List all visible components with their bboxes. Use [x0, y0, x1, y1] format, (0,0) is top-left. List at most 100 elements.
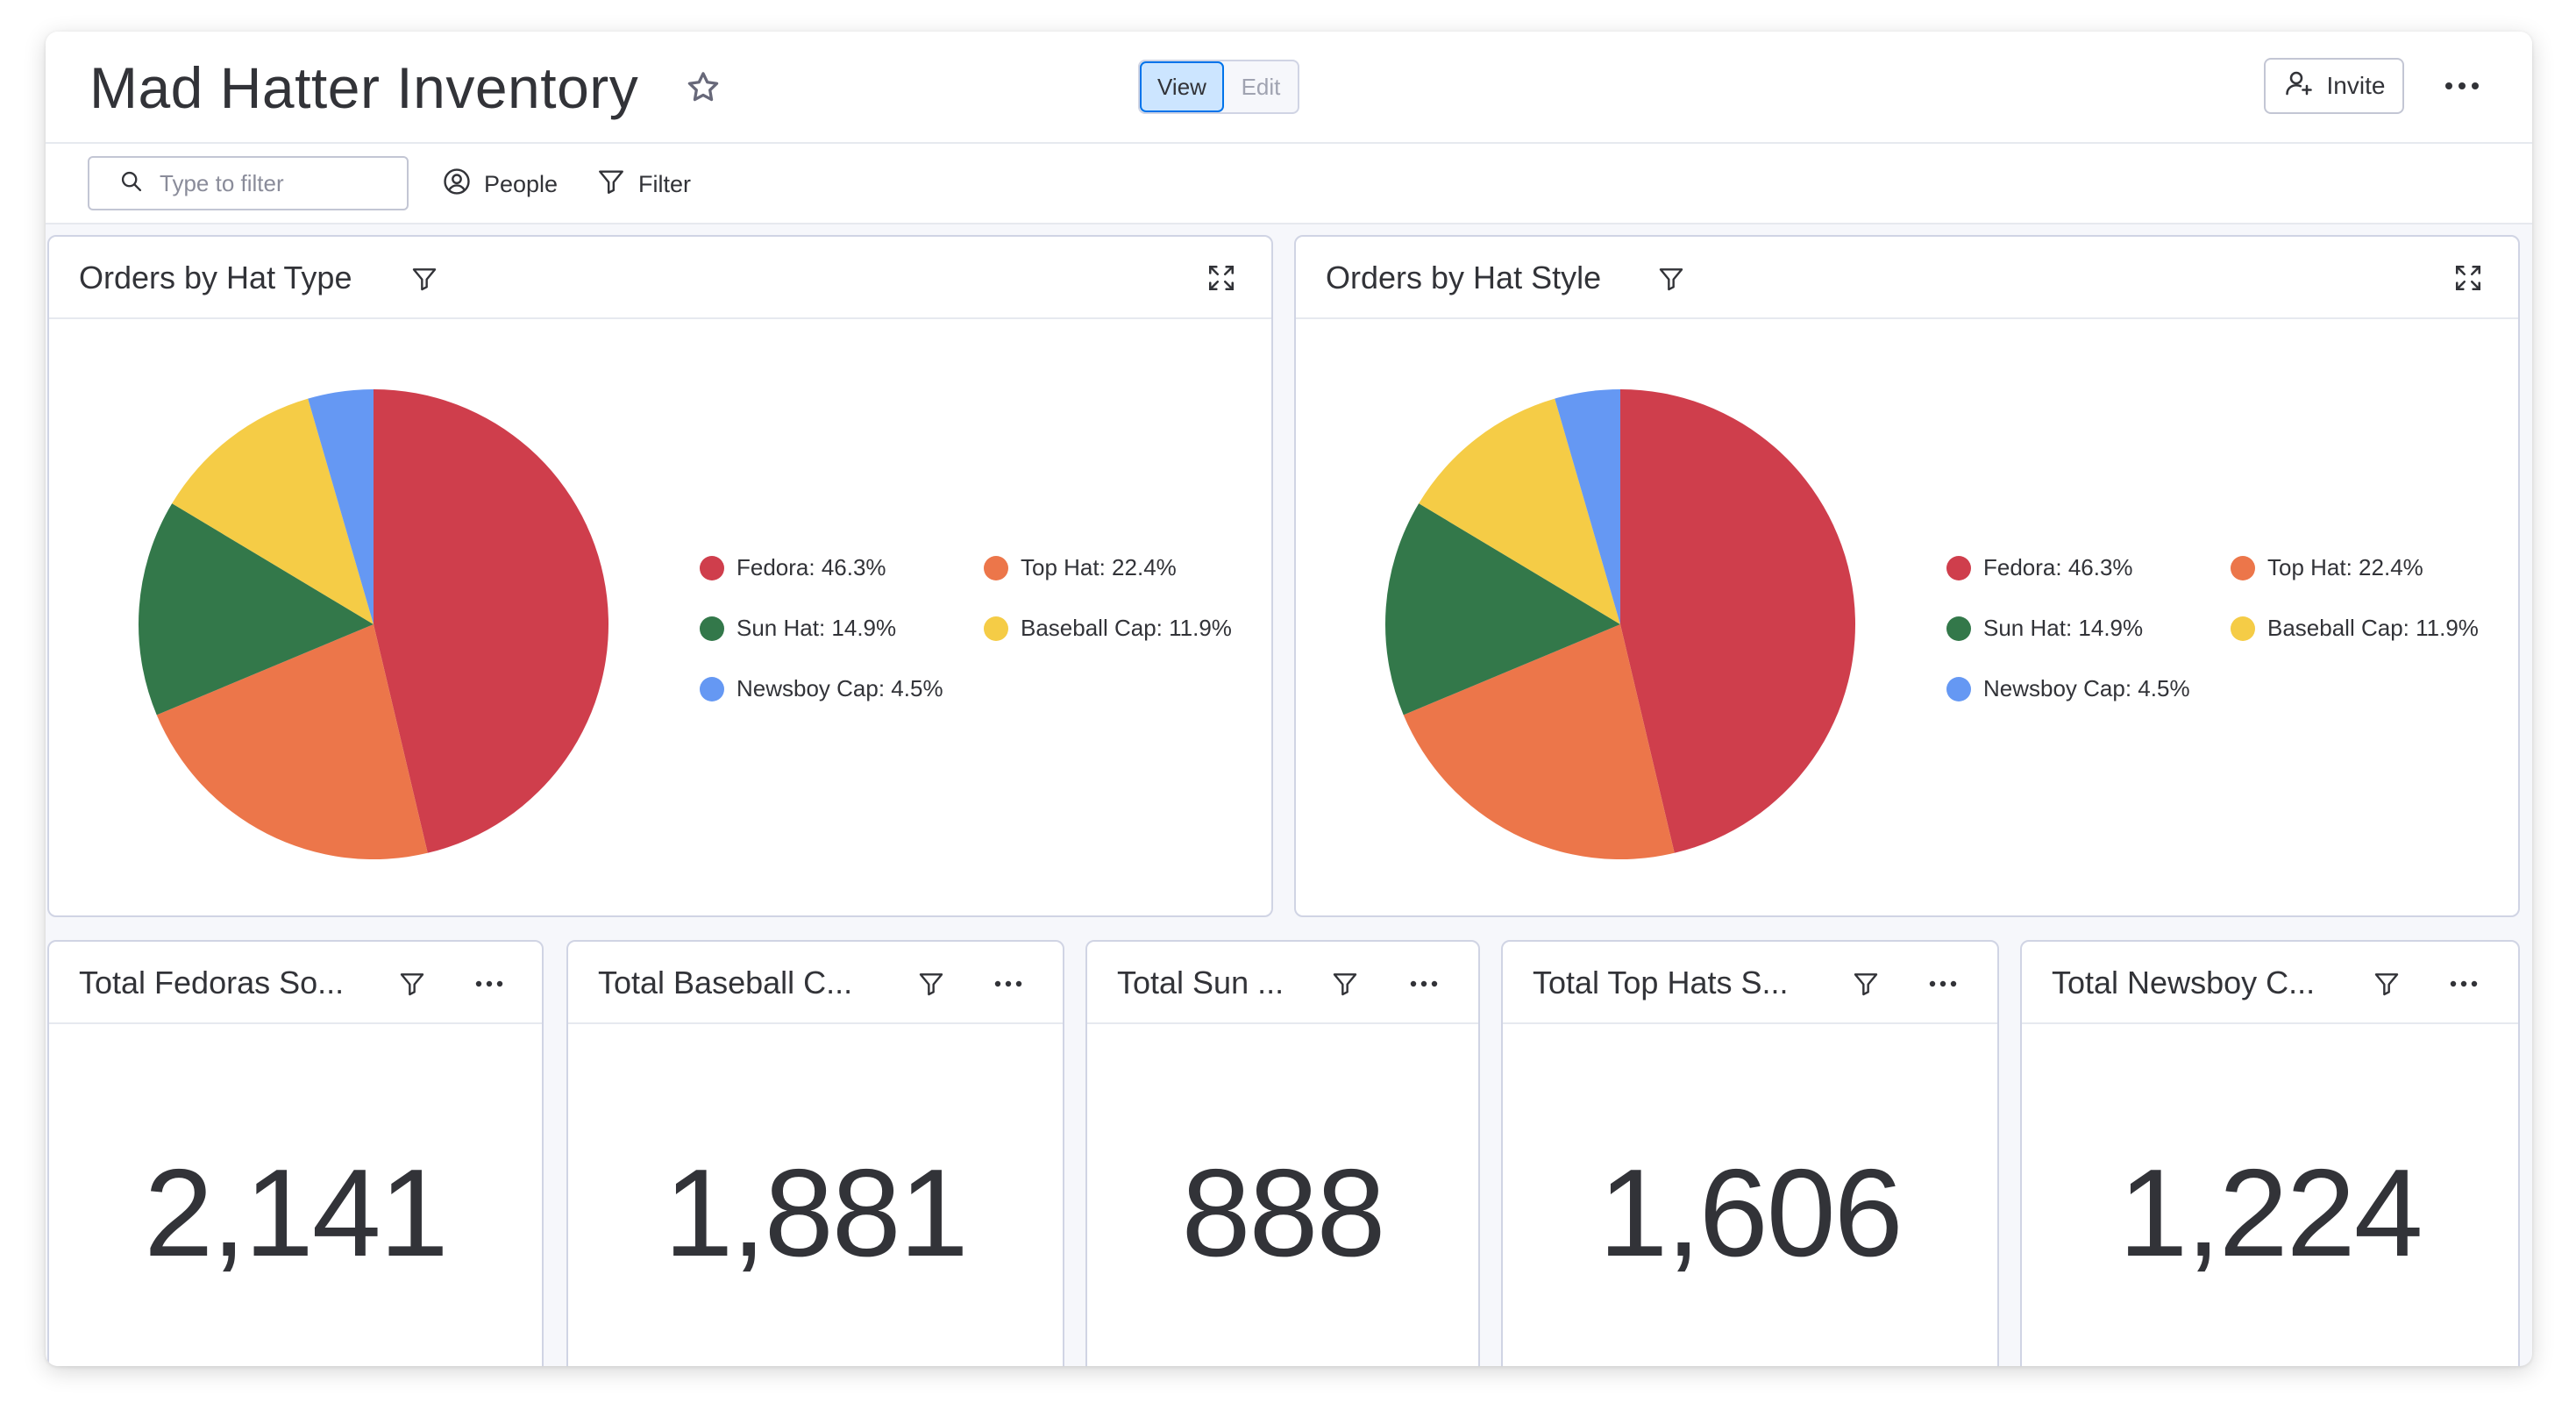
search-box — [88, 156, 409, 210]
legend-swatch — [2231, 555, 2255, 580]
pie-slice-newsboy-cap[interactable] — [1555, 389, 1620, 624]
person-icon — [442, 167, 472, 203]
view-button[interactable]: View — [1140, 61, 1224, 112]
legend-label: Baseball Cap: 11.9% — [1021, 615, 1232, 641]
number-widget: Total Top Hats S... 1,606 — [1501, 940, 1999, 1366]
pie-slice-top-hat[interactable] — [1403, 624, 1675, 859]
invite-button[interactable]: Invite — [2264, 58, 2404, 114]
search-input[interactable] — [160, 169, 370, 197]
number-widget: Total Baseball C... 1,881 — [566, 940, 1064, 1366]
legend-label: Fedora: 46.3% — [1983, 554, 2133, 580]
people-filter-button[interactable]: People — [442, 160, 558, 209]
widget-title: Total Fedoras So... — [79, 965, 345, 1000]
legend-item[interactable]: Newsboy Cap: 4.5% — [1946, 675, 2190, 702]
legend-label: Top Hat: 22.4% — [2267, 554, 2423, 580]
number-widget: Total Newsboy C... 1,224 — [2020, 940, 2520, 1366]
filter-bar: People Filter — [46, 144, 2532, 224]
legend-swatch — [1946, 676, 1971, 701]
legend-item[interactable]: Sun Hat: 14.9% — [700, 615, 896, 642]
metric-value: 1,881 — [664, 1143, 968, 1283]
legend-swatch — [700, 555, 724, 580]
pie-slice-sun-hat[interactable] — [1385, 503, 1620, 716]
pie-slice-baseball-cap[interactable] — [172, 398, 374, 624]
legend-item[interactable]: Fedora: 46.3% — [1946, 554, 2133, 581]
legend-label: Newsboy Cap: 4.5% — [1983, 675, 2190, 701]
pie-slice-top-hat[interactable] — [156, 624, 428, 859]
legend-swatch — [1946, 616, 1971, 641]
legend-label: Sun Hat: 14.9% — [1983, 615, 2144, 641]
metric-value: 888 — [1181, 1143, 1386, 1283]
legend-swatch — [2231, 616, 2255, 641]
widget-title: Total Baseball C... — [598, 965, 853, 1000]
legend-label: Top Hat: 22.4% — [1021, 554, 1177, 580]
widget-title: Orders by Hat Style — [1326, 260, 1602, 295]
pie-chart — [138, 389, 609, 859]
widget-header: Total Fedoras So... — [49, 942, 542, 1024]
legend-item[interactable]: Top Hat: 22.4% — [984, 554, 1177, 581]
filter-icon[interactable] — [2373, 970, 2401, 998]
more-options-icon[interactable] — [470, 970, 509, 998]
legend-item[interactable]: Sun Hat: 14.9% — [1946, 615, 2143, 642]
metric-value: 2,141 — [144, 1143, 448, 1283]
more-options-icon[interactable] — [2444, 970, 2483, 998]
filter-icon[interactable] — [398, 970, 426, 998]
filter-icon[interactable] — [917, 970, 945, 998]
widget-header: Total Sun ... — [1087, 942, 1478, 1024]
widget-title: Total Newsboy C... — [2052, 965, 2316, 1000]
filter-icon — [596, 167, 626, 203]
legend-label: Newsboy Cap: 4.5% — [737, 675, 943, 701]
more-options-icon[interactable] — [989, 970, 1028, 998]
add-user-icon — [2283, 68, 2315, 105]
widget-header: Total Newsboy C... — [2022, 942, 2518, 1024]
widget-header: Total Top Hats S... — [1503, 942, 1997, 1024]
metric-value: 1,224 — [2118, 1143, 2423, 1283]
legend-item[interactable]: Baseball Cap: 11.9% — [2231, 615, 2479, 642]
legend-swatch — [984, 555, 1008, 580]
pie-widget: Orders by Hat Style Fedora: 46.3% Top Hat… — [1294, 235, 2520, 917]
dashboard-board: Mad Hatter Inventory View Edit Invite — [46, 32, 2532, 1366]
legend-label: Baseball Cap: 11.9% — [2267, 615, 2479, 641]
widget-title: Total Sun ... — [1117, 965, 1284, 1000]
pie-slice-sun-hat[interactable] — [138, 503, 374, 716]
expand-icon[interactable] — [1206, 263, 1236, 293]
pie-widget: Orders by Hat Type Fedora: 46.3% Top Hat:… — [47, 235, 1273, 917]
widget-header: Orders by Hat Type — [49, 237, 1271, 319]
more-options-icon[interactable] — [2437, 67, 2487, 105]
legend-label: Sun Hat: 14.9% — [737, 615, 897, 641]
legend-item[interactable]: Top Hat: 22.4% — [2231, 554, 2423, 581]
legend-label: Fedora: 46.3% — [737, 554, 886, 580]
legend-item[interactable]: Baseball Cap: 11.9% — [984, 615, 1232, 642]
view-edit-toggle: View Edit — [1138, 60, 1299, 114]
legend-swatch — [1946, 555, 1971, 580]
more-options-icon[interactable] — [1405, 970, 1443, 998]
metric-value: 1,606 — [1598, 1143, 1903, 1283]
expand-icon[interactable] — [2453, 263, 2483, 293]
more-options-icon[interactable] — [1924, 970, 1962, 998]
number-widget: Total Sun ... 888 — [1085, 940, 1480, 1366]
pie-slice-newsboy-cap[interactable] — [308, 389, 374, 624]
legend-swatch — [984, 616, 1008, 641]
pie-slice-fedora[interactable] — [1620, 389, 1856, 853]
legend-swatch — [700, 616, 724, 641]
search-icon — [119, 169, 144, 198]
filter-icon[interactable] — [410, 265, 438, 293]
filter-icon[interactable] — [1657, 265, 1685, 293]
pie-slice-fedora[interactable] — [374, 389, 609, 853]
filter-label: Filter — [638, 170, 691, 197]
invite-label: Invite — [2326, 72, 2386, 99]
star-icon[interactable] — [684, 68, 722, 107]
widget-header: Orders by Hat Style — [1296, 237, 2518, 319]
filter-icon[interactable] — [1852, 970, 1880, 998]
filter-button[interactable]: Filter — [596, 160, 691, 209]
widget-title: Total Top Hats S... — [1533, 965, 1789, 1000]
number-widget: Total Fedoras So... 2,141 — [47, 940, 544, 1366]
legend-item[interactable]: Newsboy Cap: 4.5% — [700, 675, 943, 702]
pie-slice-baseball-cap[interactable] — [1419, 398, 1620, 624]
dashboard-header: Mad Hatter Inventory View Edit Invite — [46, 32, 2532, 144]
page-title: Mad Hatter Inventory — [89, 55, 639, 120]
widget-header: Total Baseball C... — [568, 942, 1063, 1024]
filter-icon[interactable] — [1331, 970, 1359, 998]
legend-item[interactable]: Fedora: 46.3% — [700, 554, 886, 581]
people-label: People — [484, 170, 559, 197]
edit-button[interactable]: Edit — [1241, 73, 1281, 100]
